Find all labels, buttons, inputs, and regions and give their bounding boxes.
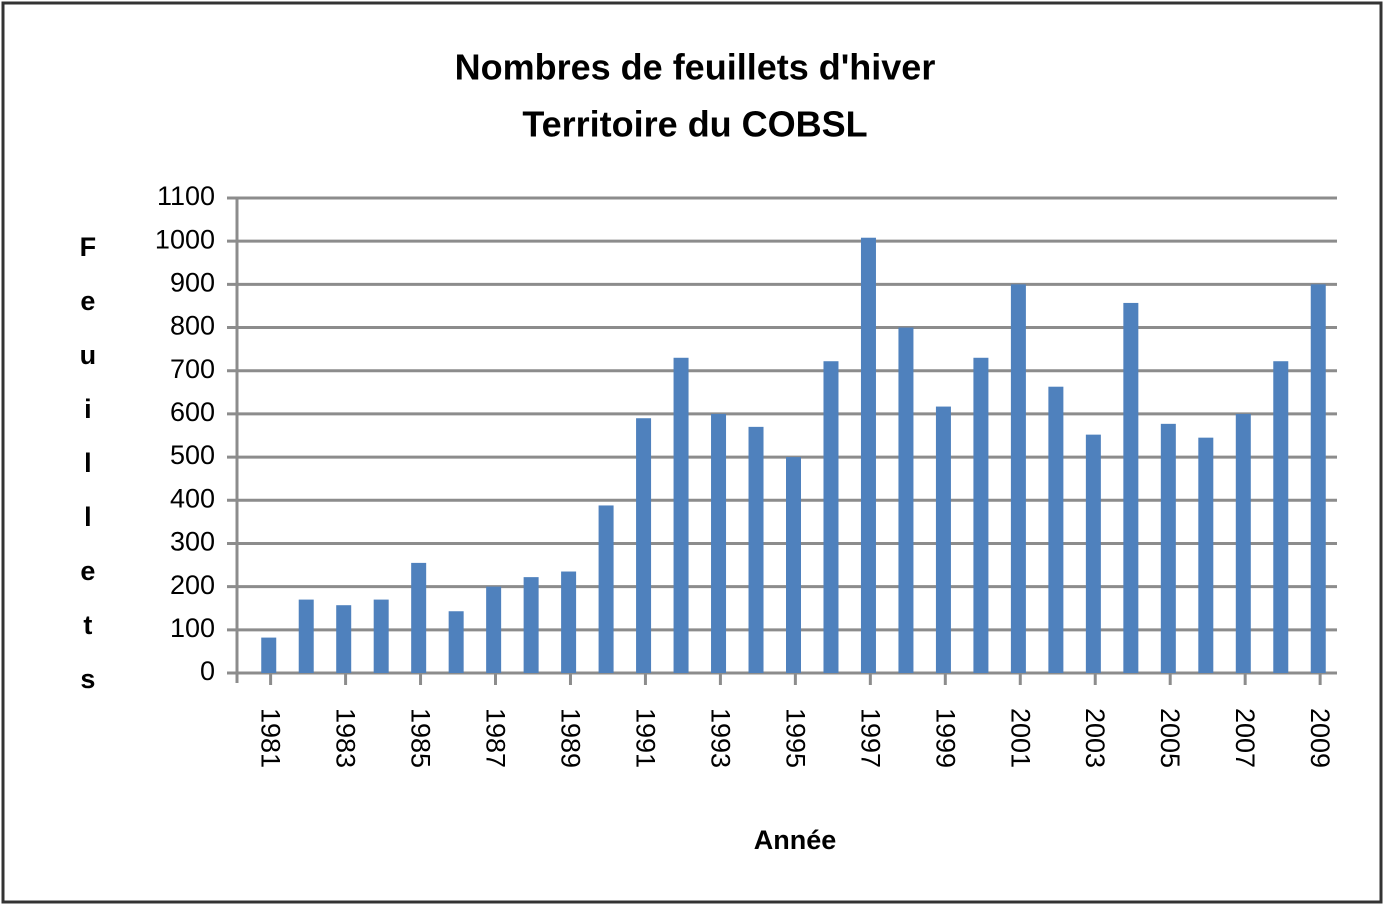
x-tick-label: 1995 (780, 708, 810, 768)
bar (298, 599, 314, 673)
x-tick-label: 2009 (1305, 708, 1335, 768)
x-tick-label: 1991 (630, 708, 660, 768)
bar (411, 562, 427, 673)
x-tick-label: 1997 (855, 708, 885, 768)
y-tick-label: 300 (170, 527, 215, 557)
bar (636, 418, 652, 673)
bar (1235, 413, 1251, 673)
bar (1010, 284, 1026, 673)
bar (373, 599, 389, 673)
x-tick-label: 1993 (705, 708, 735, 768)
y-tick-label: 900 (170, 267, 215, 297)
x-tick-label: 1999 (930, 708, 960, 768)
chart-title: Nombres de feuillets d'hiver (455, 47, 936, 88)
x-tick-label: 2003 (1080, 708, 1110, 768)
bar (823, 361, 839, 673)
bar (336, 605, 352, 673)
bar (1048, 386, 1064, 673)
y-tick-label: 0 (200, 656, 215, 686)
bar (786, 457, 801, 673)
y-axis-label: Feuillets (73, 232, 103, 718)
bar (261, 637, 277, 673)
bar (448, 611, 464, 673)
bar (1273, 361, 1289, 673)
bar (748, 426, 764, 673)
bar (673, 357, 689, 673)
bar (711, 413, 727, 673)
y-tick-label: 500 (170, 440, 215, 470)
x-tick-label: 2001 (1005, 708, 1035, 768)
bar (860, 237, 876, 673)
y-tick-label: 1000 (155, 224, 215, 254)
x-tick-label: 1983 (331, 708, 361, 768)
bar (935, 406, 951, 673)
bar (898, 327, 914, 673)
bar (1085, 434, 1101, 673)
bar (973, 357, 989, 673)
x-tick-label: 1985 (406, 708, 436, 768)
y-tick-label: 100 (170, 613, 215, 643)
x-tick-label: 1989 (555, 708, 585, 768)
y-tick-label: 600 (170, 397, 215, 427)
bar (523, 577, 539, 673)
y-tick-label: 400 (170, 483, 215, 513)
bar (1310, 284, 1326, 673)
y-tick-label: 1100 (157, 181, 215, 211)
x-tick-label: 1987 (481, 708, 511, 768)
bar (486, 586, 502, 673)
bar (1198, 437, 1214, 673)
bar (598, 505, 614, 673)
bar (1160, 423, 1176, 673)
y-tick-label: 700 (170, 354, 215, 384)
bar (561, 571, 577, 673)
x-tick-label: 2007 (1230, 708, 1260, 768)
x-tick-label: 2005 (1155, 708, 1185, 768)
x-axis-label: Année (754, 825, 837, 855)
y-tick-label: 200 (170, 570, 215, 600)
chart-subtitle: Territoire du COBSL (522, 104, 867, 145)
bar (1123, 302, 1139, 673)
x-tick-label: 1981 (256, 708, 286, 768)
y-tick-label: 800 (170, 311, 215, 341)
